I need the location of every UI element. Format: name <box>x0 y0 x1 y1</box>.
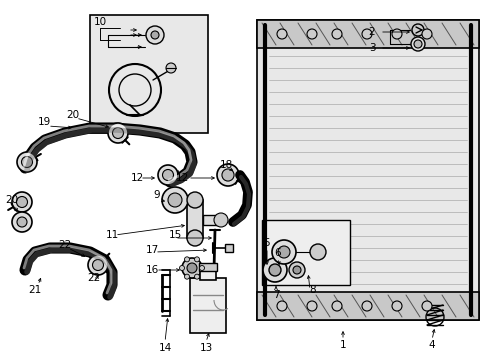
Circle shape <box>168 193 182 207</box>
Circle shape <box>391 29 401 39</box>
Text: 20: 20 <box>66 110 80 120</box>
Circle shape <box>17 152 37 172</box>
Circle shape <box>146 26 163 44</box>
Bar <box>224 244 232 252</box>
Circle shape <box>276 29 286 39</box>
Circle shape <box>184 257 189 262</box>
Text: 3: 3 <box>368 43 375 53</box>
Circle shape <box>217 164 239 186</box>
Bar <box>200 270 216 280</box>
Circle shape <box>17 217 27 227</box>
Text: 2: 2 <box>368 27 375 37</box>
Circle shape <box>306 301 316 311</box>
Circle shape <box>271 240 295 264</box>
Circle shape <box>222 169 234 181</box>
Bar <box>199 263 217 271</box>
Text: 19: 19 <box>37 117 51 127</box>
Bar <box>262 220 349 285</box>
Circle shape <box>17 197 27 207</box>
Text: 21: 21 <box>28 285 41 295</box>
Text: 14: 14 <box>158 343 171 353</box>
Circle shape <box>268 264 281 276</box>
Bar <box>190 278 225 333</box>
Circle shape <box>194 257 199 262</box>
Circle shape <box>186 230 203 246</box>
Circle shape <box>292 266 301 274</box>
Circle shape <box>199 266 204 270</box>
Circle shape <box>108 123 128 143</box>
Circle shape <box>165 63 176 73</box>
Bar <box>203 215 221 225</box>
Circle shape <box>331 301 341 311</box>
Text: 18: 18 <box>219 160 232 170</box>
Circle shape <box>410 37 424 51</box>
Text: 11: 11 <box>105 230 119 240</box>
Bar <box>257 292 478 320</box>
Text: 17: 17 <box>145 245 158 255</box>
Text: 4: 4 <box>428 340 434 350</box>
Text: 9: 9 <box>153 190 160 200</box>
Circle shape <box>12 192 32 212</box>
Circle shape <box>278 246 289 258</box>
Text: 10: 10 <box>93 17 106 27</box>
Circle shape <box>411 24 423 36</box>
Text: 12: 12 <box>130 173 143 183</box>
Circle shape <box>151 31 159 39</box>
Circle shape <box>186 192 203 208</box>
Circle shape <box>162 170 173 180</box>
Text: 5: 5 <box>263 238 270 248</box>
Circle shape <box>309 244 325 260</box>
Circle shape <box>361 29 371 39</box>
Text: 20: 20 <box>5 195 19 205</box>
Circle shape <box>21 157 32 167</box>
Circle shape <box>391 301 401 311</box>
Circle shape <box>162 187 187 213</box>
Circle shape <box>194 274 199 279</box>
Circle shape <box>179 266 184 270</box>
Circle shape <box>421 301 431 311</box>
Text: 15: 15 <box>168 230 181 240</box>
Circle shape <box>361 301 371 311</box>
Circle shape <box>413 40 421 48</box>
Circle shape <box>158 165 178 185</box>
Text: 16: 16 <box>145 265 158 275</box>
Bar <box>257 20 478 320</box>
Circle shape <box>288 262 305 278</box>
Bar <box>257 20 478 48</box>
Circle shape <box>12 212 32 232</box>
Text: 8: 8 <box>309 285 316 295</box>
Circle shape <box>306 29 316 39</box>
Circle shape <box>182 258 202 278</box>
Text: 12: 12 <box>175 173 188 183</box>
Bar <box>186 200 203 238</box>
Circle shape <box>92 260 103 270</box>
Text: 22: 22 <box>58 240 71 250</box>
Circle shape <box>88 255 108 275</box>
Text: 13: 13 <box>199 343 212 353</box>
Circle shape <box>186 263 197 273</box>
Circle shape <box>214 213 227 227</box>
Text: 7: 7 <box>272 290 279 300</box>
Circle shape <box>263 258 286 282</box>
Text: 6: 6 <box>274 248 281 258</box>
Bar <box>90 15 207 133</box>
Circle shape <box>276 301 286 311</box>
Circle shape <box>421 29 431 39</box>
Text: 22: 22 <box>87 273 101 283</box>
Circle shape <box>184 274 189 279</box>
Circle shape <box>112 127 123 139</box>
Text: 1: 1 <box>339 340 346 350</box>
Circle shape <box>331 29 341 39</box>
